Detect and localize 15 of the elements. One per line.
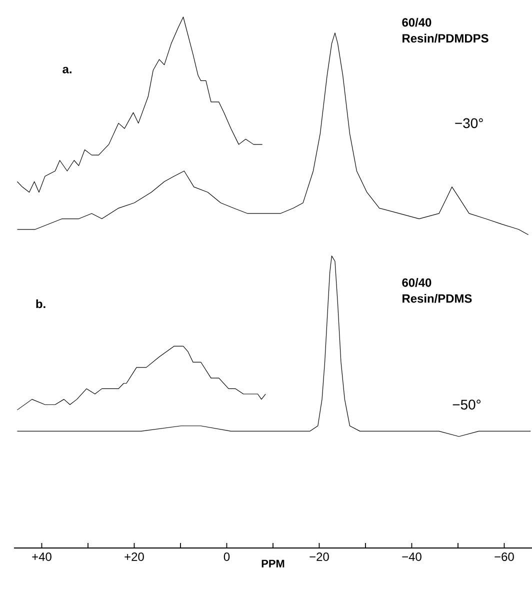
annotation: 60/40	[402, 18, 431, 27]
x-tick-label: 0	[224, 552, 230, 561]
x-tick-label: −20	[309, 552, 329, 561]
annotation: b.	[36, 299, 46, 308]
x-tick-label: −40	[402, 552, 422, 561]
x-tick-label: +40	[32, 552, 52, 561]
x-tick-label: +20	[124, 552, 144, 561]
annotation: −50°	[452, 400, 480, 410]
x-axis-title: PPM	[262, 560, 284, 568]
annotation: 60/40	[402, 278, 431, 287]
x-tick-label: −60	[494, 552, 514, 561]
annotation: Resin/PDMDPS	[402, 34, 488, 43]
annotation: −30°	[454, 118, 483, 128]
annotation: a.	[62, 66, 72, 74]
annotation: Resin/PDMS	[402, 294, 472, 303]
